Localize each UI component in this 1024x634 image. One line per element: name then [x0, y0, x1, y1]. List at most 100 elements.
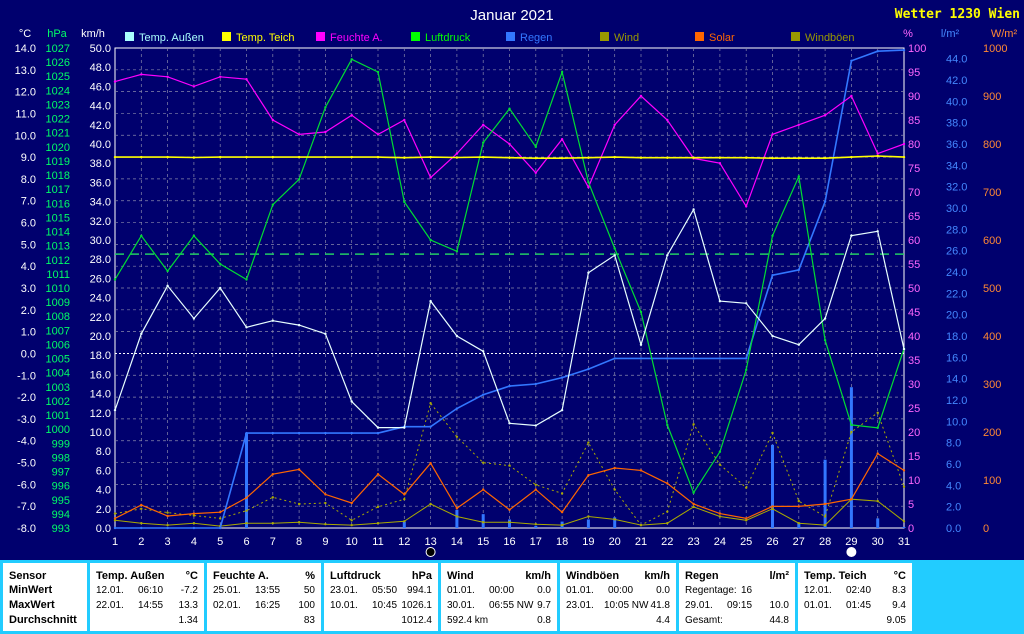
- humidity-line-point: [166, 75, 169, 79]
- wind-line-point: [324, 522, 327, 526]
- temp-aussen-line-point: [482, 350, 485, 353]
- distance-value: 592.4 km: [447, 615, 489, 626]
- max-value: 9.4: [892, 600, 906, 611]
- wind-tick-label: 24.0: [90, 293, 111, 305]
- humidity-line-point: [429, 176, 432, 179]
- section-title: Feuchte A.: [213, 570, 269, 582]
- humidity-tick-label: 40: [908, 331, 920, 343]
- max-time: 10:05 NW: [604, 600, 649, 611]
- temp-aussen-line-point: [403, 426, 406, 429]
- rain-cumulative-line-point: [876, 50, 879, 53]
- rain-bar: [823, 459, 827, 528]
- temp-aussen-line-point: [324, 332, 327, 336]
- temp-teich-line-point: [534, 156, 537, 160]
- wind-tick-label: 28.0: [90, 254, 111, 266]
- rain-days-label: Regentage:: [685, 585, 737, 596]
- wind-line-point: [587, 515, 590, 518]
- humidity-tick-label: 20: [908, 427, 920, 439]
- solar-line-point: [219, 510, 222, 514]
- section-title: Wind: [447, 570, 474, 582]
- rain-cumulative-line-point: [245, 431, 248, 435]
- rain-tick-label: 20.0: [946, 310, 967, 322]
- row-label-avg: Durchschnitt: [9, 614, 77, 626]
- max-value: 9.7: [537, 600, 551, 611]
- pressure-line-point: [666, 423, 669, 427]
- humidity-line-point: [113, 80, 117, 83]
- min-time: 05:50: [372, 585, 398, 596]
- temp-teich-line-point: [271, 155, 274, 159]
- wind-line-point: [508, 521, 511, 524]
- wind-line-point: [297, 521, 301, 524]
- min-value: -7.2: [180, 585, 198, 596]
- pressure-tick-label: 1011: [46, 269, 70, 281]
- solar-tick-label: 600: [983, 235, 1001, 247]
- humidity-line-point: [455, 152, 459, 155]
- solar-line-point: [455, 507, 459, 510]
- temp-aussen-line-point: [692, 208, 695, 211]
- wind-line-point: [560, 523, 564, 527]
- temp-tick-label: -7.0: [17, 501, 36, 513]
- solar-tick-label: 900: [983, 91, 1001, 103]
- humidity-line-point: [745, 205, 748, 208]
- legend-swatch: [695, 32, 704, 41]
- temp-aussen-line-point: [350, 400, 353, 403]
- humidity-line-point: [271, 118, 274, 122]
- min-date: 12.01.: [804, 585, 832, 596]
- humidity-line-point: [613, 123, 616, 127]
- rain-cumulative-line-point: [508, 384, 511, 388]
- solar-line-point: [166, 514, 169, 518]
- temp-tick-label: 14.0: [15, 43, 36, 55]
- humidity-tick-label: 75: [908, 163, 920, 175]
- wind-line-point: [639, 523, 643, 527]
- pressure-tick-label: 1000: [46, 424, 70, 436]
- rain-cumulative-line-point: [639, 357, 643, 360]
- temp-teich-line-point: [166, 155, 169, 159]
- x-tick-label: 7: [270, 536, 276, 548]
- rain-cumulative-line-point: [166, 526, 169, 530]
- temp-aussen-line-point: [376, 426, 380, 429]
- temp-aussen-line-point: [639, 343, 643, 346]
- temp-aussen-line-point: [902, 347, 906, 351]
- pressure-tick-label: 1016: [46, 198, 70, 210]
- humidity-tick-label: 0: [908, 523, 914, 535]
- rain-cumulative-line-point: [666, 357, 669, 360]
- windboeen-line-point: [613, 488, 616, 491]
- temp-tick-label: -6.0: [17, 479, 36, 491]
- pressure-tick-label: 1009: [46, 297, 70, 309]
- pressure-line-point: [797, 175, 800, 178]
- section-unit: hPa: [411, 570, 432, 582]
- temp-tick-label: 1.0: [21, 327, 36, 339]
- pressure-tick-label: 997: [52, 467, 70, 479]
- x-tick-label: 4: [191, 536, 197, 548]
- temp-tick-label: 5.0: [21, 239, 36, 251]
- humidity-tick-label: 85: [908, 115, 920, 127]
- legend-swatch: [125, 32, 134, 41]
- pressure-line-point: [534, 145, 537, 149]
- pressure-tick-label: 1005: [46, 354, 70, 366]
- wind-tick-label: 12.0: [90, 408, 111, 420]
- wind-line-point: [482, 521, 485, 524]
- pressure-line-point: [192, 234, 196, 237]
- sensor-section: Sensor MinWert MaxWert Durchschnitt: [3, 563, 87, 631]
- rain-tick-label: 34.0: [946, 160, 967, 172]
- rain-cumulative-line-point: [271, 431, 274, 435]
- avg-value: 9.05: [886, 615, 906, 626]
- x-tick-label: 5: [217, 536, 223, 548]
- max-time: 16:25: [255, 600, 281, 611]
- pressure-line-point: [113, 278, 117, 281]
- pressure-tick-label: 1008: [46, 311, 70, 323]
- solar-line-point: [271, 473, 274, 476]
- temp-teich-line-point: [429, 155, 432, 159]
- wind-line-point: [534, 522, 537, 526]
- humidity-line-point: [823, 114, 827, 117]
- windboeen-line-point: [771, 431, 774, 435]
- pressure-tick-label: 999: [52, 438, 70, 450]
- temp-teich-line-point: [376, 155, 380, 159]
- temp-aussen-line-point: [876, 230, 879, 233]
- avg-value: 1.34: [178, 615, 198, 626]
- rain-cumulative-line-point: [192, 526, 196, 530]
- windboeen-line-point: [324, 501, 327, 505]
- humidity-tick-label: 100: [908, 43, 926, 55]
- wind-tick-label: 16.0: [90, 369, 111, 381]
- humidity-line-point: [876, 152, 879, 155]
